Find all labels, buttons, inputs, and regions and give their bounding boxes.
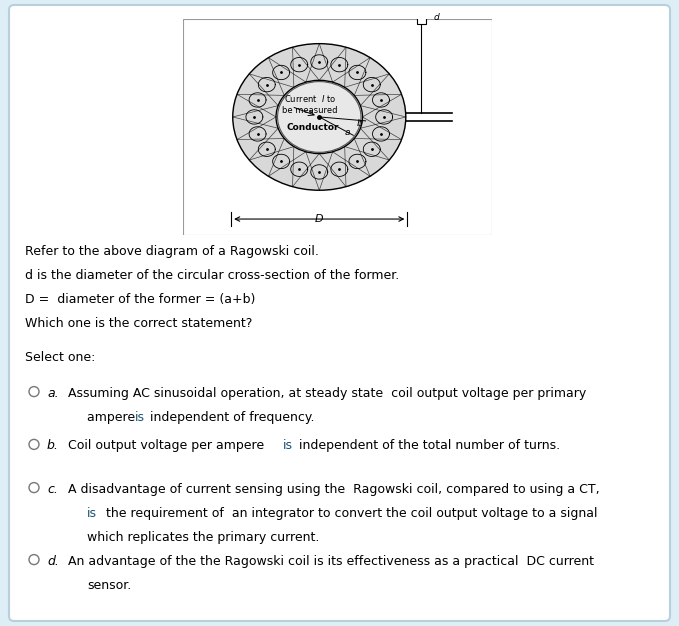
Text: A disadvantage of current sensing using the  Ragowski coil, compared to using a : A disadvantage of current sensing using … (68, 483, 600, 496)
Text: ampere: ampere (87, 411, 139, 424)
Text: a: a (344, 128, 350, 137)
Text: Current  $I$ to
be measured: Current $I$ to be measured (282, 93, 337, 115)
Text: a.: a. (47, 387, 58, 399)
Text: c.: c. (47, 483, 58, 496)
Text: d.: d. (47, 555, 59, 568)
Text: An advantage of the the Ragowski coil is its effectiveness as a practical  DC cu: An advantage of the the Ragowski coil is… (68, 555, 594, 568)
Text: b.: b. (47, 439, 59, 453)
Text: $D$: $D$ (314, 212, 325, 224)
Bar (417, 11, 426, 24)
Text: Conductor: Conductor (287, 123, 340, 132)
Text: Refer to the above diagram of a Ragowski coil.: Refer to the above diagram of a Ragowski… (25, 245, 319, 258)
Text: independent of the total number of turns.: independent of the total number of turns… (295, 439, 560, 453)
FancyBboxPatch shape (9, 5, 670, 621)
Circle shape (278, 81, 361, 152)
Text: is: is (283, 439, 293, 453)
Text: which replicates the primary current.: which replicates the primary current. (87, 531, 319, 543)
Text: is: is (135, 411, 145, 424)
Text: D =  diameter of the former = (a+b): D = diameter of the former = (a+b) (25, 293, 255, 306)
Text: d is the diameter of the circular cross-section of the former.: d is the diameter of the circular cross-… (25, 269, 399, 282)
Text: is: is (87, 506, 97, 520)
Text: Assuming AC sinusoidal operation, at steady state  coil output voltage per prima: Assuming AC sinusoidal operation, at ste… (68, 387, 586, 399)
Text: Which one is the correct statement?: Which one is the correct statement? (25, 317, 253, 330)
Text: d: d (434, 13, 439, 22)
Text: Coil output voltage per ampere: Coil output voltage per ampere (68, 439, 272, 453)
Text: Select one:: Select one: (25, 351, 95, 364)
Circle shape (233, 44, 406, 190)
Text: the requirement of  an integrator to convert the coil output voltage to a signal: the requirement of an integrator to conv… (98, 506, 598, 520)
Circle shape (276, 80, 363, 153)
Text: independent of frequency.: independent of frequency. (146, 411, 314, 424)
Text: sensor.: sensor. (87, 578, 131, 592)
Text: b: b (356, 119, 363, 128)
